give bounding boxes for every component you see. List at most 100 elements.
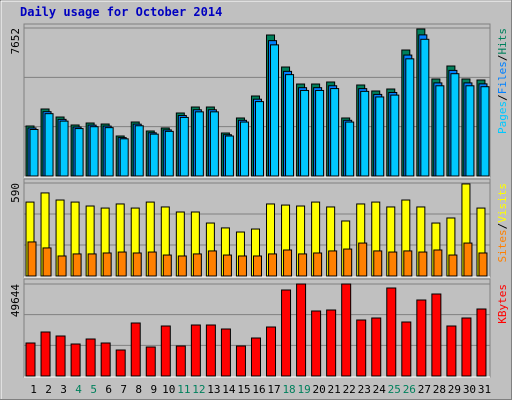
x-tick-label: 19 [297, 383, 310, 396]
bar [268, 253, 278, 277]
x-tick-label: 9 [150, 383, 157, 396]
bar [130, 322, 141, 377]
legend-entry: Pages [496, 101, 509, 134]
legend-entry: Files [496, 61, 509, 94]
legend-separator: / [496, 55, 509, 62]
bar [480, 86, 490, 177]
bar [418, 251, 428, 277]
bar [190, 324, 201, 377]
bar [341, 283, 352, 377]
bar [160, 325, 171, 377]
x-tick-label: 24 [373, 383, 387, 396]
bar [237, 255, 247, 277]
bar [220, 328, 231, 377]
x-tick-label: 10 [162, 383, 175, 396]
bar [209, 111, 219, 177]
bar [149, 133, 159, 177]
bar [283, 249, 293, 277]
x-tick-label: 31 [478, 383, 491, 396]
bar [281, 289, 292, 377]
x-tick-label: 21 [328, 383, 341, 396]
bar [435, 85, 445, 177]
bar [57, 255, 67, 277]
bar [147, 251, 157, 277]
bar [222, 254, 232, 277]
bar [132, 252, 142, 277]
bar [405, 58, 415, 177]
x-tick-label: 7 [120, 383, 127, 396]
bar [461, 317, 472, 377]
bar [74, 128, 84, 177]
bar [179, 116, 189, 177]
bar [433, 249, 443, 277]
bar [330, 88, 340, 177]
bar [401, 321, 412, 377]
bar [177, 255, 187, 277]
bar [356, 319, 367, 377]
x-tick-label: 29 [448, 383, 461, 396]
y-tick-label: 7652 [9, 28, 22, 55]
bar [207, 250, 217, 277]
bar [205, 324, 216, 377]
legend-entry: Visits [496, 183, 509, 223]
x-tick-label: 23 [358, 383, 371, 396]
bar [345, 121, 355, 177]
bar [300, 89, 310, 177]
bar [115, 349, 126, 377]
bar [313, 252, 323, 277]
bar [403, 250, 413, 277]
bar [296, 283, 307, 377]
bar [465, 85, 475, 177]
bar [175, 345, 186, 377]
bar [450, 73, 460, 177]
x-tick-label: 17 [267, 383, 280, 396]
bar [250, 337, 261, 377]
bar [448, 254, 458, 277]
bar [235, 345, 246, 377]
bar [390, 94, 400, 177]
bar [463, 242, 473, 277]
bar [478, 252, 488, 277]
bar [100, 342, 111, 377]
bar [72, 253, 82, 277]
x-tick-label: 20 [313, 383, 326, 396]
x-tick-label: 27 [418, 383, 431, 396]
bar [224, 135, 234, 177]
bar [25, 342, 36, 377]
bar [252, 255, 262, 277]
x-tick-label: 16 [252, 383, 265, 396]
bar [386, 287, 397, 377]
x-tick-label: 28 [433, 383, 446, 396]
bar [326, 309, 337, 377]
x-tick-label: 3 [60, 383, 67, 396]
bar [239, 121, 249, 177]
x-tick-label: 15 [237, 383, 250, 396]
legend-separator: / [496, 223, 509, 230]
x-tick-label: 2 [45, 383, 52, 396]
legend-entry: Sites [496, 229, 509, 262]
x-tick-label: 4 [75, 383, 82, 396]
bar [40, 331, 51, 377]
x-tick-label: 6 [105, 383, 112, 396]
bar [343, 248, 353, 277]
x-tick-label: 26 [403, 383, 416, 396]
bar [375, 96, 385, 177]
bar [87, 253, 97, 277]
bar [254, 101, 264, 177]
bar [42, 247, 52, 277]
x-tick-label: 12 [192, 383, 205, 396]
legend-entry: Hits [496, 28, 509, 55]
bar [420, 38, 430, 177]
x-tick-label: 13 [207, 383, 220, 396]
bar [298, 253, 308, 277]
bar [388, 251, 398, 277]
bar [27, 241, 37, 277]
bar [102, 252, 112, 277]
bar [59, 120, 69, 177]
bar [358, 242, 368, 277]
x-tick-label: 14 [222, 383, 236, 396]
bar [134, 125, 144, 177]
bar [55, 335, 66, 377]
bar [164, 130, 174, 177]
